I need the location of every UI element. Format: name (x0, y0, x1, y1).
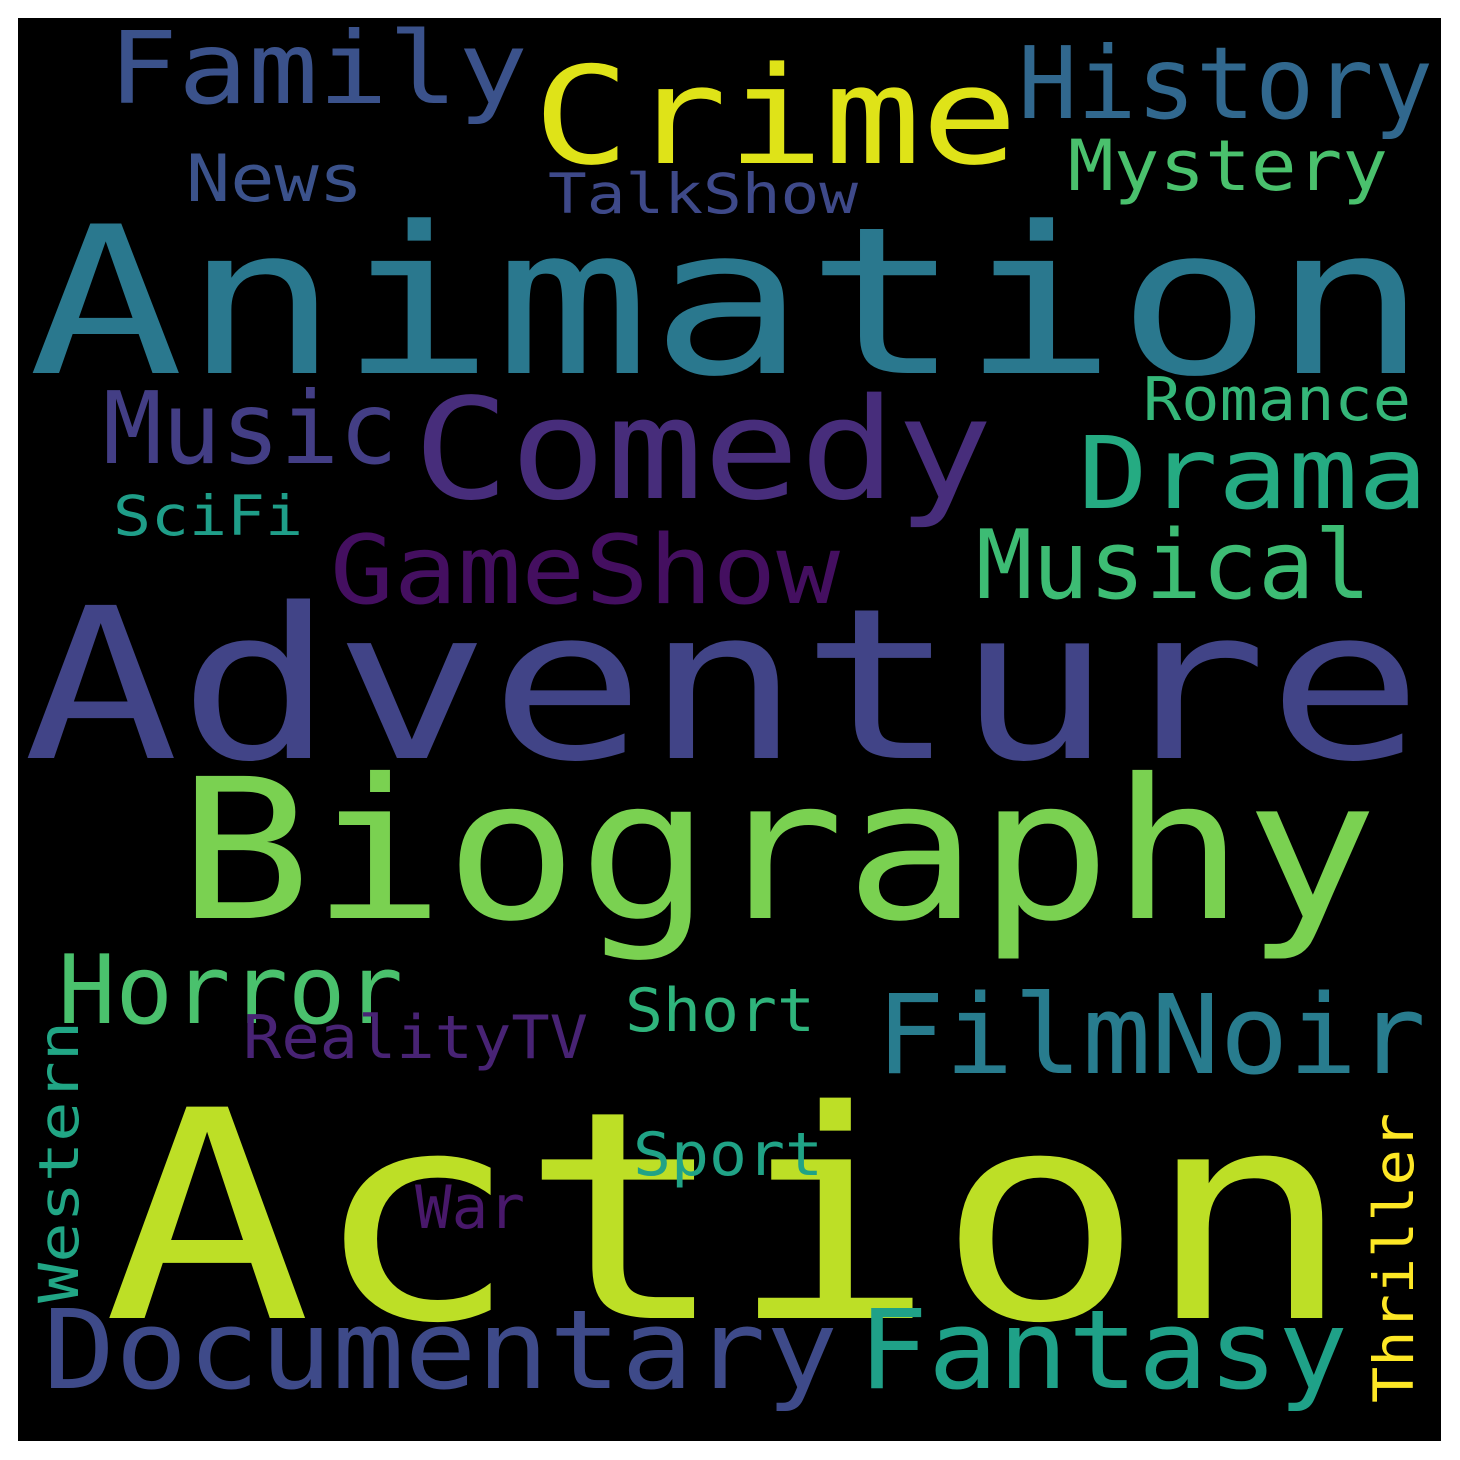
word-mystery: Mystery (1068, 125, 1388, 207)
word-filmnoir: FilmNoir (876, 971, 1426, 1099)
word-cloud: Action Adventure Animation Biography Com… (18, 10, 1441, 1441)
word-gameshow: GameShow (330, 516, 841, 626)
word-war: War (415, 1173, 525, 1243)
word-biography: Biography (178, 737, 1378, 964)
word-drama: Drama (1078, 415, 1428, 532)
word-crime: Crime (533, 38, 1018, 195)
word-family: Family (108, 18, 528, 127)
word-horror: Horror (58, 936, 403, 1046)
word-cloud-canvas: Action Adventure Animation Biography Com… (23, 10, 1433, 1414)
word-realitytv: RealityTV (243, 1003, 588, 1073)
word-documentary: Documentary (43, 1286, 838, 1414)
word-adventure: Adventure (23, 563, 1423, 808)
word-romance: Romance (1143, 365, 1411, 435)
word-fantasy: Fantasy (858, 1286, 1348, 1414)
word-action: Action (103, 1050, 1353, 1387)
word-news: News (186, 142, 363, 217)
word-short: Short (625, 976, 815, 1046)
word-sport: Sport (633, 1120, 823, 1190)
word-thriller: Thriller (1362, 1113, 1426, 1403)
word-scifi: SciFi (113, 484, 303, 548)
word-comedy: Comedy (413, 369, 993, 532)
word-talkshow: TalkShow (548, 162, 859, 226)
word-animation: Animation (28, 184, 1428, 422)
word-music: Music (103, 370, 398, 487)
word-musical: Musical (976, 511, 1371, 621)
word-western: Western (27, 1021, 91, 1303)
word-history: History (1018, 25, 1433, 142)
